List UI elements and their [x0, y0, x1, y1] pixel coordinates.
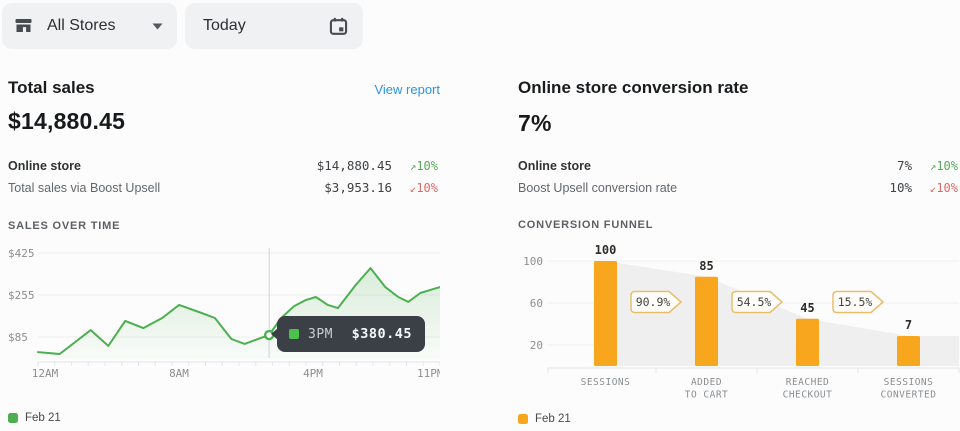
stat-delta-value: 10%	[416, 181, 438, 195]
chevron-down-icon	[152, 23, 163, 29]
svg-text:$85: $85	[8, 331, 28, 344]
svg-text:12AM: 12AM	[32, 367, 59, 380]
svg-text:CHECKOUT: CHECKOUT	[783, 390, 833, 401]
stat-value: 10%	[889, 180, 912, 195]
legend-swatch-orange	[518, 414, 528, 424]
sales-legend: Feb 21	[8, 412, 61, 424]
svg-text:60: 60	[530, 297, 543, 310]
conversion-funnel-heading: CONVERSION FUNNEL	[518, 219, 654, 231]
stat-value: $14,880.45	[316, 158, 392, 173]
conversion-rate-title: Online store conversion rate	[518, 78, 749, 97]
svg-text:$255: $255	[8, 289, 35, 302]
calendar-icon	[329, 17, 348, 35]
stat-delta-value: 10%	[936, 159, 958, 173]
store-icon	[15, 19, 32, 32]
legend-label: Feb 21	[535, 413, 571, 425]
svg-text:CONVERTED: CONVERTED	[881, 390, 937, 401]
svg-text:SESSIONS: SESSIONS	[581, 377, 631, 388]
svg-text:54.5%: 54.5%	[737, 295, 772, 309]
stat-delta-value: 10%	[416, 159, 438, 173]
conversion-rate-panel: Online store conversion rate 7% Online s…	[518, 66, 960, 428]
stat-delta-value: 10%	[936, 181, 958, 195]
stat-label: Total sales via Boost Upsell	[8, 181, 161, 195]
svg-text:85: 85	[699, 259, 713, 273]
svg-text:8AM: 8AM	[169, 367, 189, 380]
stat-delta: ↙10%	[912, 181, 958, 195]
sales-over-time-chart[interactable]: $85 $255 $425 12AM 8AM 4PM 11PM	[8, 244, 440, 384]
tooltip-series-swatch	[289, 329, 299, 339]
stat-row-boost-upsell-sales: Total sales via Boost Upsell $3,953.16 ↙…	[8, 180, 438, 195]
svg-text:45: 45	[800, 301, 814, 315]
stat-value: 7%	[896, 158, 912, 173]
stat-label: Boost Upsell conversion rate	[518, 181, 678, 195]
total-sales-value: $14,880.45	[8, 108, 126, 134]
stat-row-online-store: Online store $14,880.45 ↗10%	[8, 158, 438, 173]
trend-up-icon: ↗	[409, 160, 417, 173]
svg-text:7: 7	[905, 318, 912, 332]
svg-text:20: 20	[530, 339, 543, 352]
total-sales-panel: Total sales View report $14,880.45 Onlin…	[8, 66, 440, 428]
total-sales-title: Total sales	[8, 78, 95, 97]
chart-tooltip: 3PM $380.45	[271, 316, 425, 352]
stat-value: $3,953.16	[324, 180, 392, 195]
svg-text:100: 100	[595, 244, 617, 257]
svg-text:ADDED: ADDED	[691, 377, 722, 388]
tooltip-time: 3PM	[308, 326, 333, 342]
store-selector-label: All Stores	[47, 17, 116, 34]
legend-swatch-green	[8, 413, 18, 423]
stat-delta: ↗10%	[392, 159, 438, 173]
trend-down-icon: ↙	[929, 182, 937, 195]
svg-text:$425: $425	[8, 247, 35, 260]
svg-text:15.5%: 15.5%	[838, 295, 873, 309]
svg-text:11PM: 11PM	[417, 367, 440, 380]
tooltip-value: $380.45	[351, 326, 412, 342]
conversion-funnel-chart[interactable]: 20 60 100 100 85 45 7 90.9% 54.5% 15.5% SESSIONS AD…	[518, 244, 960, 406]
svg-text:TO CART: TO CART	[685, 390, 729, 401]
funnel-legend: Feb 21	[518, 413, 571, 425]
stat-delta: ↗10%	[912, 159, 958, 173]
stat-delta: ↙10%	[392, 181, 438, 195]
legend-label: Feb 21	[25, 412, 61, 424]
trend-down-icon: ↙	[409, 182, 417, 195]
view-report-link[interactable]: View report	[374, 82, 440, 97]
trend-up-icon: ↗	[929, 160, 937, 173]
date-selector[interactable]: Today	[185, 3, 363, 49]
svg-text:4PM: 4PM	[303, 367, 323, 380]
date-selector-label: Today	[203, 17, 246, 34]
store-selector[interactable]: All Stores	[2, 3, 177, 49]
svg-text:90.9%: 90.9%	[636, 295, 671, 309]
stat-label: Online store	[8, 159, 81, 173]
conversion-rate-value: 7%	[518, 110, 552, 136]
svg-text:100: 100	[523, 255, 543, 268]
sales-over-time-heading: SALES OVER TIME	[8, 220, 121, 232]
stat-label: Online store	[518, 159, 591, 173]
svg-text:SESSIONS: SESSIONS	[884, 377, 934, 388]
stat-row-online-store-rate: Online store 7% ↗10%	[518, 158, 958, 173]
svg-text:REACHED: REACHED	[786, 377, 830, 388]
stat-row-boost-upsell-rate: Boost Upsell conversion rate 10% ↙10%	[518, 180, 958, 195]
